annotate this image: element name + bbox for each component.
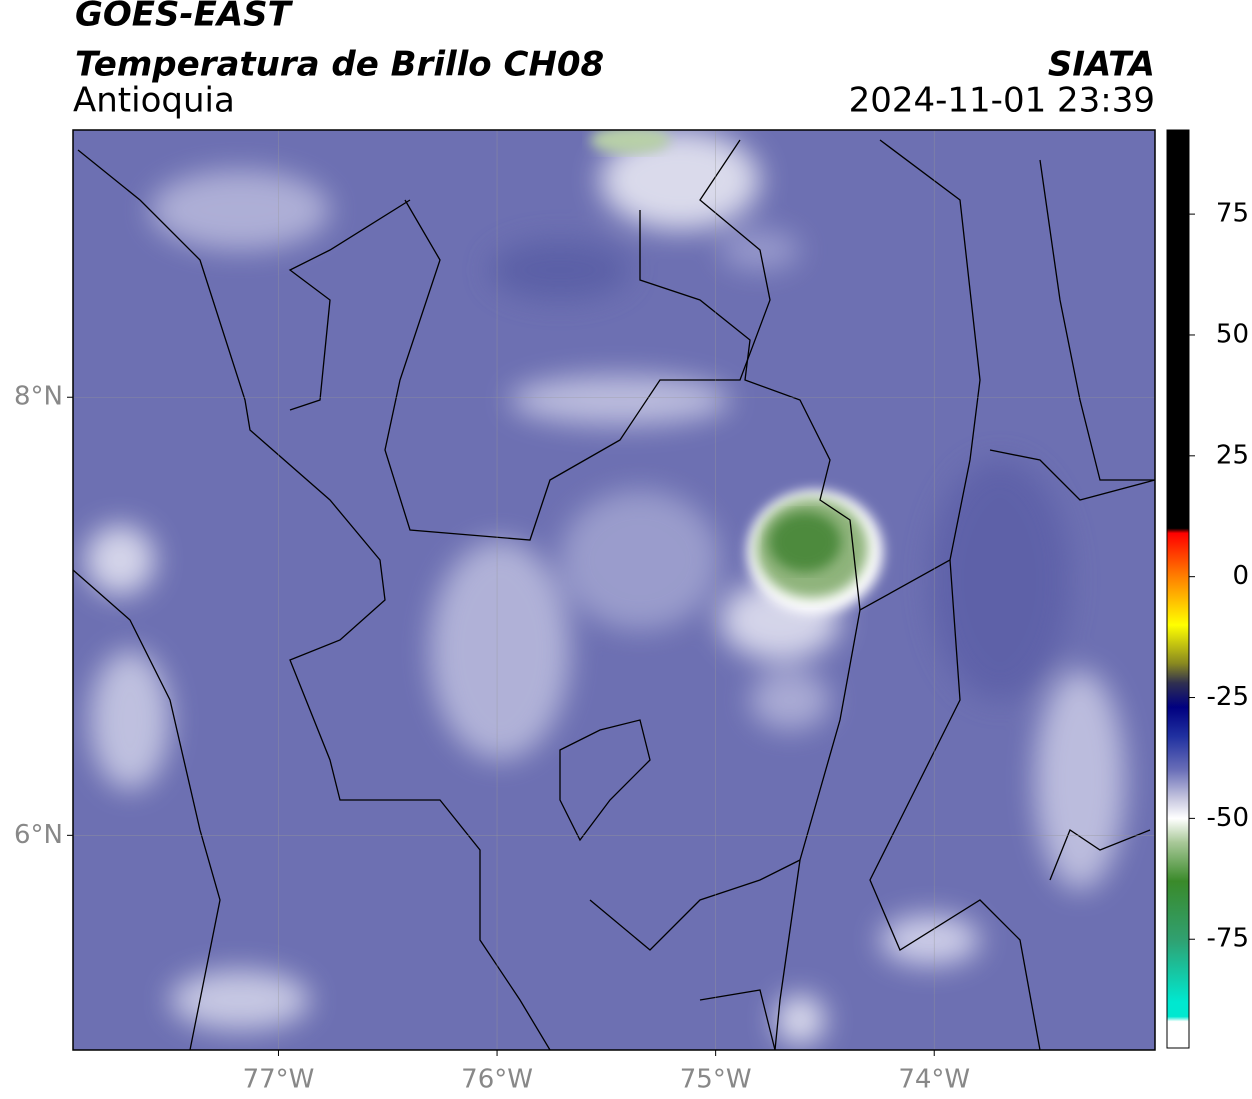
x-tick-label: 75°W bbox=[680, 1065, 752, 1095]
map-frame bbox=[72, 129, 1156, 1051]
colorbar-tick-label: -75 bbox=[1207, 924, 1249, 954]
x-tick-label: 77°W bbox=[243, 1065, 315, 1095]
region: Antioquia bbox=[73, 81, 235, 121]
map-image bbox=[73, 130, 1155, 1050]
title: GOES-EAST bbox=[75, 0, 294, 35]
colorbar-tick-label: 0 bbox=[1232, 561, 1249, 591]
source: SIATA bbox=[1048, 45, 1155, 85]
x-tick-label: 74°W bbox=[898, 1065, 970, 1095]
colorbar-tick-label: 25 bbox=[1216, 440, 1249, 470]
colorbar-tick-label: -50 bbox=[1207, 803, 1249, 833]
y-tick-label: 6°N bbox=[14, 820, 63, 850]
colorbar-tick-label: -25 bbox=[1207, 682, 1249, 712]
y-tick-label: 8°N bbox=[14, 382, 63, 412]
colorbar-tick-label: 50 bbox=[1216, 319, 1249, 349]
datetime: 2024-11-01 23:39 bbox=[849, 81, 1155, 121]
colorbar-tick-label: 75 bbox=[1216, 199, 1249, 229]
subtitle: Temperatura de Brillo CH08 bbox=[75, 45, 604, 85]
x-tick-label: 76°W bbox=[461, 1065, 533, 1095]
colorbar bbox=[1166, 129, 1190, 1049]
